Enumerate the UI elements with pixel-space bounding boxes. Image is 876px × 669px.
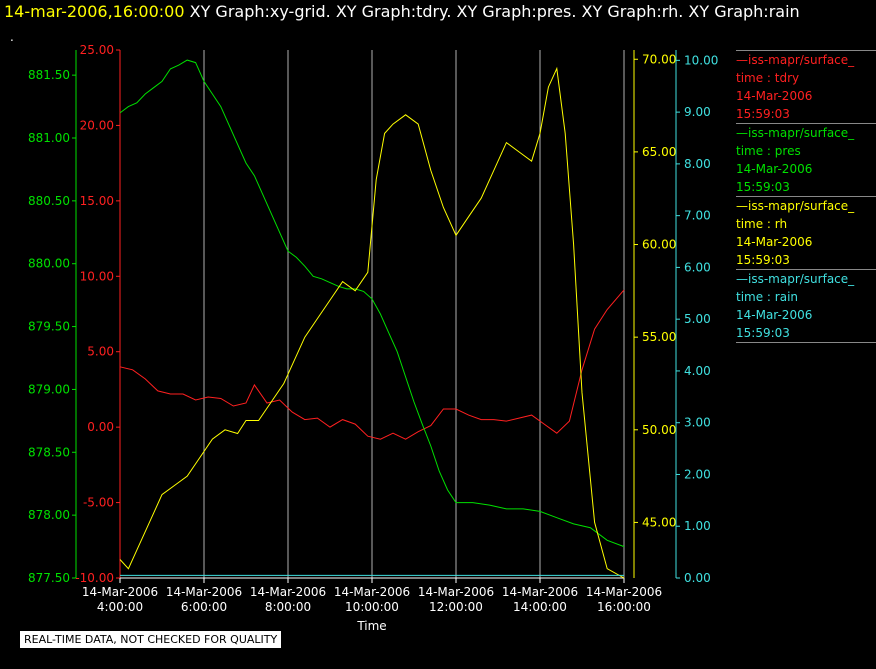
- quality-disclaimer-badge: REAL-TIME DATA, NOT CHECKED FOR QUALITY: [20, 631, 282, 648]
- tdry-tick-label: 0.00: [87, 420, 114, 434]
- tdry-tick-label: 20.00: [80, 118, 114, 132]
- tdry-tick-label: -5.00: [83, 496, 114, 510]
- legend-date: 14-Mar-2006: [736, 308, 813, 322]
- rain-tick-label: 8.00: [684, 157, 711, 171]
- x-tick-label-time: 10:00:00: [345, 600, 399, 614]
- pres-tick-label: 881.00: [28, 131, 70, 145]
- legend-entry: —iss-mapr/surface_time : rh 14-Mar-2006 15…: [736, 196, 876, 269]
- x-tick-label-date: 14-Mar-2006: [502, 585, 578, 599]
- rain-tick-label: 3.00: [684, 416, 711, 430]
- pres-tick-label: 879.00: [28, 382, 70, 396]
- tdry-tick-label: 10.00: [80, 269, 114, 283]
- rh-tick-label: 50.00: [642, 423, 676, 437]
- legend-time: 15:59:03: [736, 180, 790, 194]
- legend-name: —iss-mapr/surface_: [736, 199, 855, 213]
- legend-date: 14-Mar-2006: [736, 89, 813, 103]
- legend-axes: time : rain: [736, 290, 799, 304]
- pres-tick-label: 880.50: [28, 194, 70, 208]
- rain-tick-label: 4.00: [684, 364, 711, 378]
- legend-axes: time : rh: [736, 217, 788, 231]
- rh-tick-label: 45.00: [642, 515, 676, 529]
- legend-date: 14-Mar-2006: [736, 235, 813, 249]
- x-tick-label-time: 12:00:00: [429, 600, 483, 614]
- pres-tick-label: 877.50: [28, 571, 70, 585]
- x-tick-label-date: 14-Mar-2006: [418, 585, 494, 599]
- legend-axes: time : tdry: [736, 71, 800, 85]
- rh-tick-label: 60.00: [642, 238, 676, 252]
- rain-tick-label: 0.00: [684, 571, 711, 585]
- legend-name: —iss-mapr/surface_: [736, 126, 855, 140]
- header-dot: .: [10, 30, 14, 44]
- legend-name: —iss-mapr/surface_: [736, 272, 855, 286]
- tdry-tick-label: 5.00: [87, 345, 114, 359]
- header-graph-titles: XY Graph:xy-grid. XY Graph:tdry. XY Grap…: [184, 2, 800, 21]
- x-tick-label-time: 16:00:00: [597, 600, 651, 614]
- legend-entry: —iss-mapr/surface_time : pres 14-Mar-2006…: [736, 123, 876, 196]
- rain-tick-label: 10.00: [684, 53, 718, 67]
- legend-entry: —iss-mapr/surface_time : rain 14-Mar-2006…: [736, 269, 876, 342]
- rh-tick-label: 70.00: [642, 52, 676, 66]
- chart-header: 14-mar-2006,16:00:00 XY Graph:xy-grid. X…: [4, 2, 800, 21]
- rh-tick-label: 55.00: [642, 330, 676, 344]
- x-tick-label-date: 14-Mar-2006: [334, 585, 410, 599]
- x-tick-label-time: 4:00:00: [97, 600, 143, 614]
- legend-name: —iss-mapr/surface_: [736, 53, 855, 67]
- legend-time: 15:59:03: [736, 253, 790, 267]
- x-tick-label-date: 14-Mar-2006: [250, 585, 326, 599]
- x-tick-label-time: 14:00:00: [513, 600, 567, 614]
- pres-tick-label: 878.00: [28, 508, 70, 522]
- rain-tick-label: 6.00: [684, 260, 711, 274]
- x-axis-label: Time: [356, 619, 386, 633]
- rain-tick-label: 9.00: [684, 105, 711, 119]
- legend-time: 15:59:03: [736, 326, 790, 340]
- legend-axes: time : pres: [736, 144, 801, 158]
- legend-divider: [736, 342, 876, 343]
- rain-tick-label: 7.00: [684, 209, 711, 223]
- pres-tick-label: 879.50: [28, 320, 70, 334]
- pres-series-line: [119, 59, 625, 548]
- x-tick-label-time: 6:00:00: [181, 600, 227, 614]
- header-time: 14-mar-2006,16:00:00: [4, 2, 185, 21]
- pres-tick-label: 881.50: [28, 68, 70, 82]
- x-tick-label-date: 14-Mar-2006: [586, 585, 662, 599]
- pres-tick-label: 878.50: [28, 445, 70, 459]
- x-tick-label-date: 14-Mar-2006: [82, 585, 158, 599]
- legend: —iss-mapr/surface_ time : tdry 14-Mar-2006…: [736, 50, 876, 343]
- rain-tick-label: 1.00: [684, 519, 711, 533]
- rh-tick-label: 65.00: [642, 145, 676, 159]
- x-tick-label-time: 8:00:00: [265, 600, 311, 614]
- rain-tick-label: 2.00: [684, 467, 711, 481]
- legend-time: 15:59:03: [736, 107, 790, 121]
- rh-series-line: [119, 66, 625, 579]
- legend-date: 14-Mar-2006: [736, 162, 813, 176]
- tdry-tick-label: 15.00: [80, 194, 114, 208]
- x-tick-label-date: 14-Mar-2006: [166, 585, 242, 599]
- rain-tick-label: 5.00: [684, 312, 711, 326]
- legend-entry: —iss-mapr/surface_time : tdry 14-Mar-2006…: [736, 50, 876, 123]
- tdry-tick-label: 25.00: [80, 43, 114, 57]
- tdry-series-line: [119, 289, 625, 440]
- pres-tick-label: 880.00: [28, 257, 70, 271]
- tdry-tick-label: -10.00: [75, 571, 114, 585]
